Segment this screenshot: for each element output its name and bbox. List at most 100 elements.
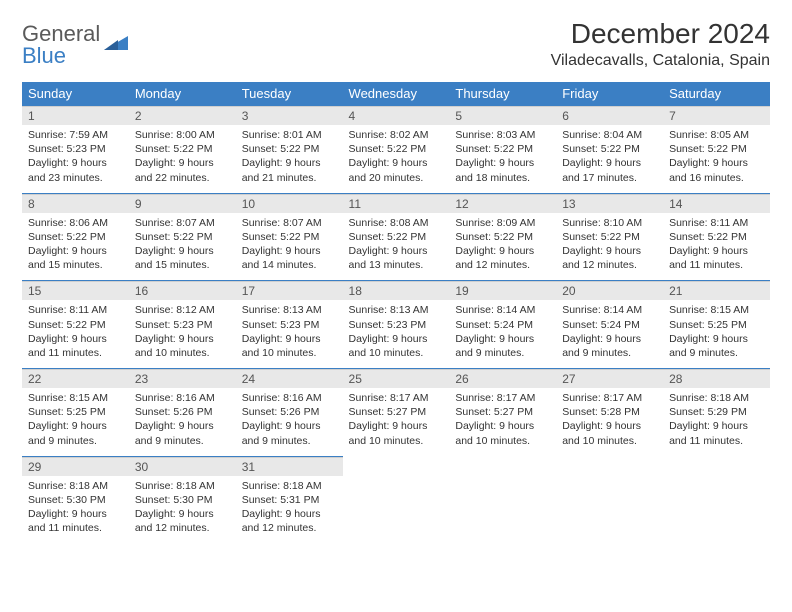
- day-number: 29: [22, 457, 129, 476]
- day-number: 17: [236, 281, 343, 300]
- weekday-header: Wednesday: [343, 82, 450, 106]
- calendar-day-cell: [663, 456, 770, 543]
- daylight-text: Daylight: 9 hours and 10 minutes.: [349, 332, 444, 360]
- daylight-text: Daylight: 9 hours and 13 minutes.: [349, 244, 444, 272]
- day-number: 26: [449, 369, 556, 388]
- sunrise-text: Sunrise: 8:05 AM: [669, 128, 764, 142]
- daylight-text: Daylight: 9 hours and 11 minutes.: [669, 419, 764, 447]
- sunrise-text: Sunrise: 8:18 AM: [135, 479, 230, 493]
- daylight-text: Daylight: 9 hours and 14 minutes.: [242, 244, 337, 272]
- daylight-text: Daylight: 9 hours and 9 minutes.: [562, 332, 657, 360]
- sunrise-text: Sunrise: 8:14 AM: [562, 303, 657, 317]
- day-details: Sunrise: 8:14 AMSunset: 5:24 PMDaylight:…: [449, 300, 556, 368]
- weekday-header: Tuesday: [236, 82, 343, 106]
- calendar-day-cell: 31Sunrise: 8:18 AMSunset: 5:31 PMDayligh…: [236, 456, 343, 543]
- day-number: 9: [129, 194, 236, 213]
- sunset-text: Sunset: 5:23 PM: [28, 142, 123, 156]
- sunrise-text: Sunrise: 8:12 AM: [135, 303, 230, 317]
- calendar-week-row: 8Sunrise: 8:06 AMSunset: 5:22 PMDaylight…: [22, 193, 770, 281]
- sunset-text: Sunset: 5:30 PM: [28, 493, 123, 507]
- daylight-text: Daylight: 9 hours and 9 minutes.: [28, 419, 123, 447]
- calendar-day-cell: [556, 456, 663, 543]
- day-details: Sunrise: 8:18 AMSunset: 5:31 PMDaylight:…: [236, 476, 343, 544]
- sunrise-text: Sunrise: 8:16 AM: [242, 391, 337, 405]
- sunset-text: Sunset: 5:22 PM: [28, 230, 123, 244]
- daylight-text: Daylight: 9 hours and 17 minutes.: [562, 156, 657, 184]
- day-number: 2: [129, 106, 236, 125]
- sunrise-text: Sunrise: 8:01 AM: [242, 128, 337, 142]
- day-number: 12: [449, 194, 556, 213]
- calendar-day-cell: 15Sunrise: 8:11 AMSunset: 5:22 PMDayligh…: [22, 281, 129, 369]
- sunset-text: Sunset: 5:23 PM: [349, 318, 444, 332]
- sunrise-text: Sunrise: 8:17 AM: [455, 391, 550, 405]
- day-details: Sunrise: 8:08 AMSunset: 5:22 PMDaylight:…: [343, 213, 450, 281]
- day-details: Sunrise: 8:01 AMSunset: 5:22 PMDaylight:…: [236, 125, 343, 193]
- calendar-day-cell: 24Sunrise: 8:16 AMSunset: 5:26 PMDayligh…: [236, 369, 343, 457]
- day-number: 25: [343, 369, 450, 388]
- calendar-week-row: 29Sunrise: 8:18 AMSunset: 5:30 PMDayligh…: [22, 456, 770, 543]
- daylight-text: Daylight: 9 hours and 9 minutes.: [455, 332, 550, 360]
- sunrise-text: Sunrise: 8:06 AM: [28, 216, 123, 230]
- calendar-day-cell: 23Sunrise: 8:16 AMSunset: 5:26 PMDayligh…: [129, 369, 236, 457]
- sunrise-text: Sunrise: 8:17 AM: [349, 391, 444, 405]
- day-details: Sunrise: 8:16 AMSunset: 5:26 PMDaylight:…: [129, 388, 236, 456]
- daylight-text: Daylight: 9 hours and 10 minutes.: [455, 419, 550, 447]
- day-details: Sunrise: 8:12 AMSunset: 5:23 PMDaylight:…: [129, 300, 236, 368]
- daylight-text: Daylight: 9 hours and 12 minutes.: [135, 507, 230, 535]
- calendar-day-cell: 3Sunrise: 8:01 AMSunset: 5:22 PMDaylight…: [236, 106, 343, 194]
- sunset-text: Sunset: 5:22 PM: [349, 230, 444, 244]
- sunrise-text: Sunrise: 7:59 AM: [28, 128, 123, 142]
- day-details: Sunrise: 8:17 AMSunset: 5:27 PMDaylight:…: [449, 388, 556, 456]
- day-number: 16: [129, 281, 236, 300]
- calendar-day-cell: 10Sunrise: 8:07 AMSunset: 5:22 PMDayligh…: [236, 193, 343, 281]
- weekday-header: Saturday: [663, 82, 770, 106]
- calendar-day-cell: 29Sunrise: 8:18 AMSunset: 5:30 PMDayligh…: [22, 456, 129, 543]
- calendar-day-cell: [343, 456, 450, 543]
- sunset-text: Sunset: 5:26 PM: [135, 405, 230, 419]
- calendar-day-cell: 27Sunrise: 8:17 AMSunset: 5:28 PMDayligh…: [556, 369, 663, 457]
- sunset-text: Sunset: 5:22 PM: [669, 230, 764, 244]
- sunrise-text: Sunrise: 8:02 AM: [349, 128, 444, 142]
- sunset-text: Sunset: 5:29 PM: [669, 405, 764, 419]
- day-number: 19: [449, 281, 556, 300]
- day-number: 8: [22, 194, 129, 213]
- calendar-table: Sunday Monday Tuesday Wednesday Thursday…: [22, 82, 770, 543]
- sunrise-text: Sunrise: 8:15 AM: [669, 303, 764, 317]
- logo-text-blue: Blue: [22, 43, 66, 68]
- sunset-text: Sunset: 5:22 PM: [242, 142, 337, 156]
- daylight-text: Daylight: 9 hours and 12 minutes.: [562, 244, 657, 272]
- weekday-header-row: Sunday Monday Tuesday Wednesday Thursday…: [22, 82, 770, 106]
- sunrise-text: Sunrise: 8:18 AM: [669, 391, 764, 405]
- day-details: Sunrise: 7:59 AMSunset: 5:23 PMDaylight:…: [22, 125, 129, 193]
- daylight-text: Daylight: 9 hours and 15 minutes.: [135, 244, 230, 272]
- day-number: 23: [129, 369, 236, 388]
- daylight-text: Daylight: 9 hours and 10 minutes.: [562, 419, 657, 447]
- sunset-text: Sunset: 5:23 PM: [242, 318, 337, 332]
- day-details: Sunrise: 8:15 AMSunset: 5:25 PMDaylight:…: [663, 300, 770, 368]
- daylight-text: Daylight: 9 hours and 23 minutes.: [28, 156, 123, 184]
- daylight-text: Daylight: 9 hours and 12 minutes.: [242, 507, 337, 535]
- sunset-text: Sunset: 5:22 PM: [28, 318, 123, 332]
- calendar-day-cell: 11Sunrise: 8:08 AMSunset: 5:22 PMDayligh…: [343, 193, 450, 281]
- daylight-text: Daylight: 9 hours and 9 minutes.: [135, 419, 230, 447]
- sunset-text: Sunset: 5:25 PM: [28, 405, 123, 419]
- sunset-text: Sunset: 5:26 PM: [242, 405, 337, 419]
- calendar-week-row: 15Sunrise: 8:11 AMSunset: 5:22 PMDayligh…: [22, 281, 770, 369]
- day-details: Sunrise: 8:00 AMSunset: 5:22 PMDaylight:…: [129, 125, 236, 193]
- sunset-text: Sunset: 5:22 PM: [562, 142, 657, 156]
- day-details: Sunrise: 8:18 AMSunset: 5:30 PMDaylight:…: [22, 476, 129, 544]
- day-number: 20: [556, 281, 663, 300]
- sunrise-text: Sunrise: 8:10 AM: [562, 216, 657, 230]
- calendar-day-cell: 25Sunrise: 8:17 AMSunset: 5:27 PMDayligh…: [343, 369, 450, 457]
- daylight-text: Daylight: 9 hours and 10 minutes.: [349, 419, 444, 447]
- daylight-text: Daylight: 9 hours and 10 minutes.: [242, 332, 337, 360]
- sunset-text: Sunset: 5:25 PM: [669, 318, 764, 332]
- day-number: 7: [663, 106, 770, 125]
- calendar-day-cell: 16Sunrise: 8:12 AMSunset: 5:23 PMDayligh…: [129, 281, 236, 369]
- calendar-day-cell: 7Sunrise: 8:05 AMSunset: 5:22 PMDaylight…: [663, 106, 770, 194]
- sunrise-text: Sunrise: 8:17 AM: [562, 391, 657, 405]
- calendar-day-cell: 9Sunrise: 8:07 AMSunset: 5:22 PMDaylight…: [129, 193, 236, 281]
- sunset-text: Sunset: 5:22 PM: [135, 230, 230, 244]
- sunrise-text: Sunrise: 8:11 AM: [28, 303, 123, 317]
- sunset-text: Sunset: 5:27 PM: [455, 405, 550, 419]
